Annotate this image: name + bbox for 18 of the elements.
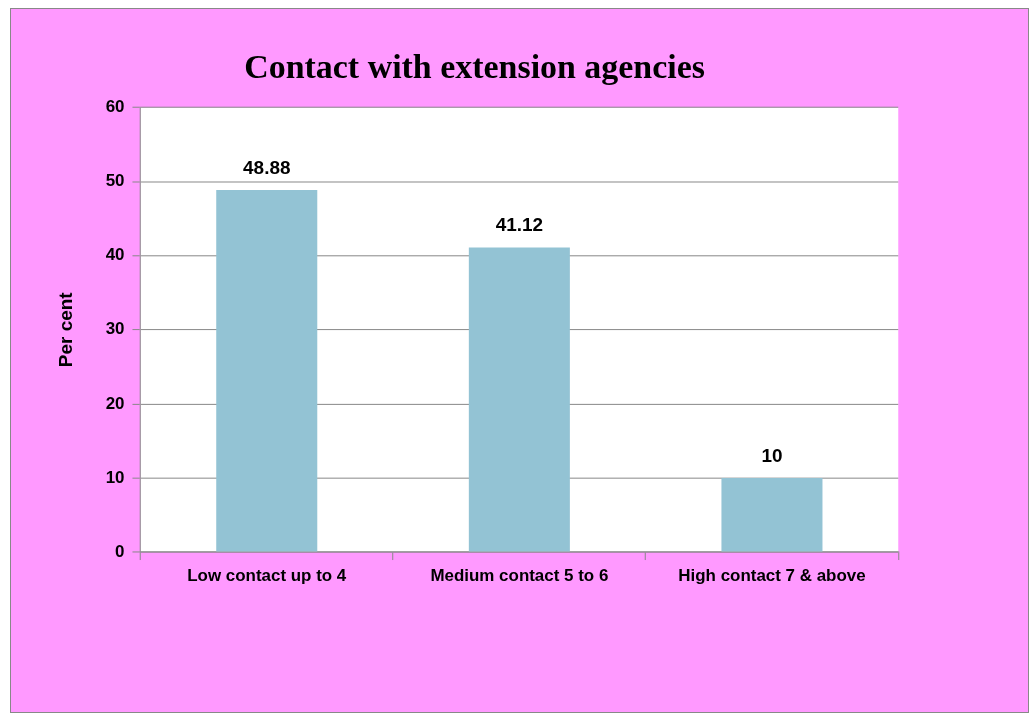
x-tick-label: Medium contact 5 to 6 [430,565,609,585]
chart-title: Contact with extension agencies [244,48,705,85]
bar [216,189,318,552]
y-tick-label: 50 [105,171,125,191]
y-axis-title: Per cent [54,291,76,368]
y-tick-label: 20 [105,393,125,413]
bar [721,477,823,552]
y-tick-label: 40 [105,245,125,265]
y-tick-label: 0 [115,541,125,561]
data-label: 10 [761,444,783,466]
y-tick-label: 10 [105,467,125,487]
data-label: 41.12 [495,214,544,236]
y-tick-label: 60 [105,97,125,117]
y-tick-label: 30 [105,319,125,339]
data-label: 48.88 [243,156,291,178]
x-tick-label: Low contact up to 4 [187,565,347,585]
x-tick-label: High contact 7 & above [678,565,866,585]
bar [468,247,570,552]
